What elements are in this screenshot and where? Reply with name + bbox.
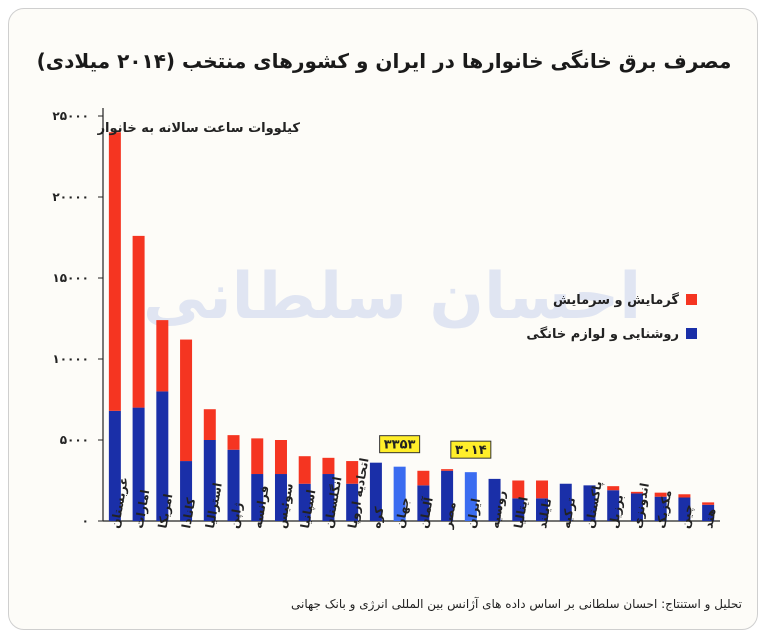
annotation-label: ۳۳۵۳ [384, 438, 416, 453]
bar-lighting [583, 485, 596, 521]
bar-lighting [512, 498, 525, 521]
category-label: برزیل [606, 493, 626, 529]
bars [108, 132, 715, 521]
bar-lighting [156, 391, 169, 521]
category-label: جهان [393, 496, 412, 529]
legend-swatch-heating [686, 294, 697, 305]
bar-heating [180, 339, 193, 462]
bar-heating [702, 502, 715, 505]
y-tick-label: ۰ [82, 514, 89, 528]
bar-heating [132, 235, 145, 408]
bar-lighting [227, 449, 240, 521]
y-axis-label: کیلووات ساعت سالانه به خانوار [97, 121, 301, 136]
legend-swatch-lighting [686, 328, 697, 339]
category-label: ایتالیا [511, 496, 530, 530]
source-note: تحلیل و استنتاج: احسان سلطانی بر اساس دا… [291, 596, 742, 612]
category-label: آلمان [416, 495, 436, 529]
bar-heating [156, 320, 169, 392]
annotations: ۳۳۵۳ ۳۰۱۴ [379, 435, 492, 459]
bar-heating [298, 456, 311, 484]
category-label: امارات [132, 489, 153, 530]
bar-heating [654, 492, 667, 497]
category-label: ایران [464, 497, 483, 529]
category-label: اندونزی [630, 482, 653, 530]
category-label: مکزیک [654, 489, 675, 530]
bar-lighting [108, 410, 121, 521]
annotation-label: ۳۰۱۴ [455, 443, 487, 458]
legend-label-heating: گرمایش و سرمایش [553, 292, 679, 308]
bar-heating [417, 470, 430, 486]
bar-lighting [559, 483, 572, 521]
y-tick-label: ۲۰۰۰۰ [52, 190, 89, 204]
bar-heating [346, 461, 359, 484]
legend: گرمایش و سرمایش روشنایی و لوازم خانگی [526, 292, 697, 342]
chart-title: مصرف برق خانگی خانوارها در ایران و کشوره… [37, 49, 732, 73]
bar-lighting [203, 440, 216, 521]
category-labels: عربستان امارات امریکا کانادا استرالیا ژاپن فرا… [108, 457, 719, 531]
bar-lighting [630, 493, 643, 521]
bar-lighting [251, 474, 264, 521]
category-label: هند [701, 507, 718, 529]
bar-lighting [298, 483, 311, 521]
y-tick-label: ۵۰۰۰ [60, 433, 89, 447]
bar-lighting [654, 496, 667, 521]
bar-heating [607, 486, 620, 491]
bar-lighting [369, 462, 382, 521]
bar-heating [274, 440, 287, 475]
bar-heating [227, 435, 240, 450]
annotation-box [379, 435, 421, 454]
bar-heating [108, 132, 121, 411]
annotation-box [450, 440, 492, 459]
category-label: ترکیه [559, 496, 578, 529]
bar-lighting [274, 474, 287, 521]
bar-lighting [132, 407, 145, 521]
category-label: امریکا [155, 493, 175, 530]
bar-lighting [488, 478, 501, 521]
category-label: اسپانیا [298, 488, 319, 529]
bar-heating [536, 480, 549, 499]
bar-lighting [322, 474, 335, 521]
watermark: احسان سلطانی [143, 260, 641, 334]
bar-lighting [536, 498, 549, 521]
legend-label-lighting: روشنایی و لوازم خانگی [526, 326, 679, 342]
bar-lighting [441, 470, 454, 521]
bar-lighting [464, 472, 477, 521]
y-tick-label: ۱۵۰۰۰ [52, 271, 89, 285]
bar-heating [322, 457, 335, 475]
bar-heating [251, 438, 264, 475]
category-label: ژاپن [227, 501, 245, 529]
bar-heating [441, 469, 454, 471]
bar-heating [203, 409, 216, 440]
bar-lighting [393, 466, 406, 521]
bar-lighting [607, 490, 620, 521]
y-tick-label: ۲۵۰۰۰ [52, 109, 89, 123]
bar-lighting [702, 504, 715, 521]
bar-lighting [417, 485, 430, 521]
bar-lighting [346, 483, 359, 521]
bar-lighting [180, 461, 193, 521]
bar-lighting [678, 497, 691, 521]
category-label: کانادا [179, 497, 198, 530]
category-label: چین [678, 503, 696, 529]
bar-heating [512, 480, 525, 499]
bar-heating [678, 494, 691, 498]
y-tick-label: ۱۰۰۰۰ [52, 352, 89, 366]
category-label: تایلند [535, 497, 554, 529]
category-label: مصر [440, 501, 459, 531]
y-ticks: ۰ ۵۰۰۰ ۱۰۰۰۰ ۱۵۰۰۰ ۲۰۰۰۰ ۲۵۰۰۰ [52, 109, 103, 528]
category-label: کره [369, 506, 387, 530]
bar-heating [630, 491, 643, 494]
